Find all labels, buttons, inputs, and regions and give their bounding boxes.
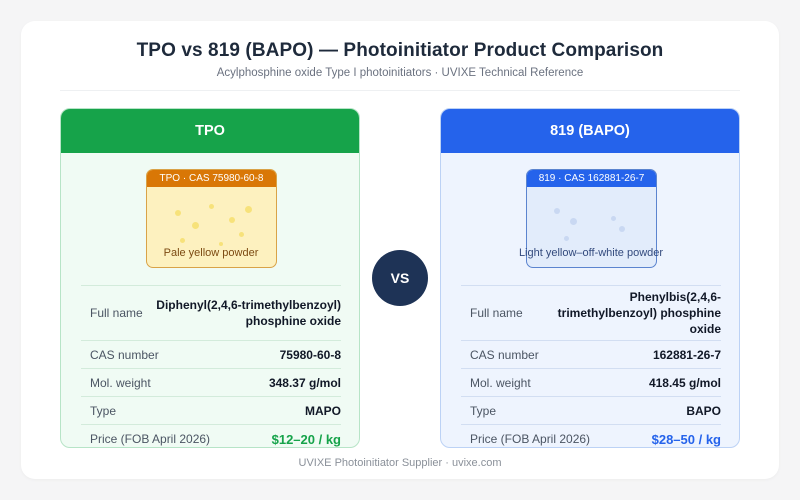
spec-value: Phenylbis(2,4,6-trimethylbenzoyl) phosph… — [557, 290, 721, 336]
powder-particle — [564, 236, 569, 241]
spec-row-price: Price (FOB April 2026) $12–20 / kg — [81, 425, 341, 447]
spec-label: Mol. weight — [90, 375, 151, 390]
spec-row-full-name: Full name Diphenyl(2,4,6-trimethylbenzoy… — [81, 286, 341, 341]
spec-value: 418.45 g/mol — [648, 375, 721, 390]
powder-particle — [570, 218, 577, 225]
powder-particle — [239, 232, 244, 237]
powder-particle — [229, 217, 235, 223]
page-title: TPO vs 819 (BAPO) — Photoinitiator Produ… — [136, 40, 664, 61]
spec-value: MAPO — [305, 403, 341, 418]
spec-value: 162881-26-7 — [652, 347, 721, 362]
spec-row-mol-weight: Mol. weight 418.45 g/mol — [461, 369, 721, 397]
powder-particle — [611, 216, 616, 221]
spec-row-type: Type BAPO — [461, 397, 721, 425]
spec-label: Price (FOB April 2026) — [90, 432, 211, 446]
powder-particle — [219, 242, 223, 246]
powder-particle — [619, 226, 625, 232]
spec-label: Full name — [90, 306, 143, 320]
spec-label: Price (FOB April 2026) — [470, 432, 591, 446]
spec-row-mol-weight: Mol. weight 348.37 g/mol — [81, 369, 341, 397]
spec-row-cas: CAS number 162881-26-7 — [461, 341, 721, 369]
spec-row-type: Type MAPO — [81, 397, 341, 425]
spec-label: Mol. weight — [470, 375, 531, 390]
price-value: $12–20 / kg — [271, 431, 341, 447]
spec-value: BAPO — [686, 403, 721, 418]
sample-description: Pale yellow powder — [163, 247, 259, 259]
powder-particle — [209, 204, 214, 209]
spec-value: Diphenyl(2,4,6-trimethylbenzoyl) phosphi… — [156, 298, 341, 328]
footer-text: UVIXE Photoinitiator Supplier · uvixe.co… — [298, 457, 502, 469]
powder-particle — [180, 238, 185, 243]
price-value: $28–50 / kg — [651, 431, 721, 447]
spec-label: CAS number — [90, 347, 159, 362]
page-subtitle: Acylphosphine oxide Type I photoinitiato… — [216, 67, 584, 79]
sample-description: Light yellow–off-white powder — [518, 247, 664, 259]
product-card-819-bapo: 819 (BAPO) 819 · CAS 162881-26-7 Light y… — [440, 108, 740, 448]
spec-row-cas: CAS number 75980-60-8 — [81, 341, 341, 369]
spec-label: Full name — [470, 306, 523, 320]
card-header: TPO — [61, 109, 359, 153]
powder-particle — [175, 210, 181, 216]
spec-row-price: Price (FOB April 2026) $28–50 / kg — [461, 425, 721, 447]
card-header: 819 (BAPO) — [441, 109, 739, 153]
title-divider — [60, 90, 740, 91]
sample-tag: TPO · CAS 75980-60-8 — [147, 170, 276, 187]
sample-tag: 819 · CAS 162881-26-7 — [527, 170, 656, 187]
spec-table: Full name Phenylbis(2,4,6-trimethylbenzo… — [461, 285, 721, 447]
spec-label: Type — [90, 403, 117, 418]
vs-badge: VS — [372, 250, 428, 306]
spec-label: CAS number — [470, 347, 539, 362]
powder-particle — [554, 208, 560, 214]
powder-particle — [192, 222, 199, 229]
spec-row-full-name: Full name Phenylbis(2,4,6-trimethylbenzo… — [461, 286, 721, 341]
spec-table: Full name Diphenyl(2,4,6-trimethylbenzoy… — [81, 285, 341, 447]
sample-swatch: TPO · CAS 75980-60-8 — [146, 169, 277, 268]
sample-swatch: 819 · CAS 162881-26-7 — [526, 169, 657, 268]
powder-particle — [245, 206, 252, 213]
spec-value: 75980-60-8 — [279, 347, 341, 362]
spec-label: Type — [470, 403, 497, 418]
spec-value: 348.37 g/mol — [268, 375, 341, 390]
product-card-tpo: TPO TPO · CAS 75980-60-8 Pale yellow pow… — [60, 108, 360, 448]
